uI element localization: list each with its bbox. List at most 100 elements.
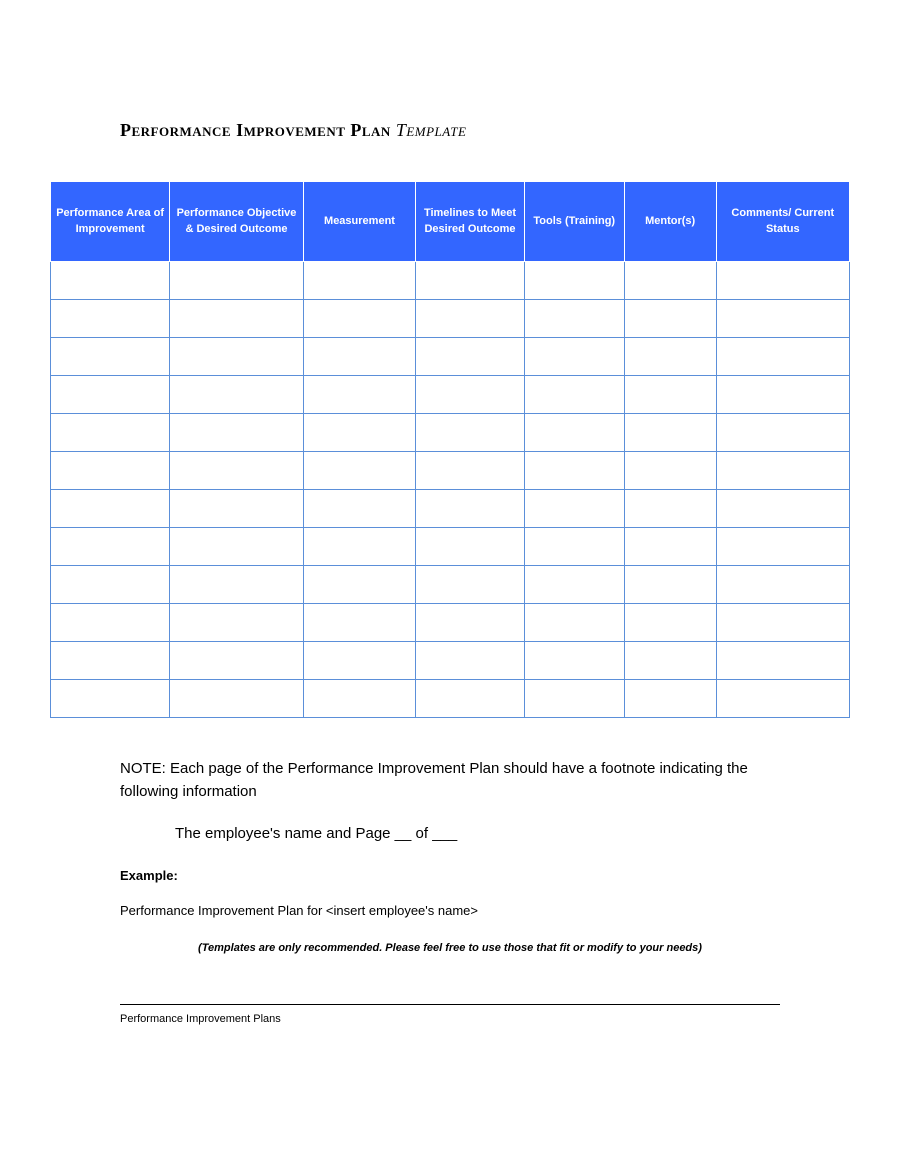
table-cell: [51, 642, 170, 680]
table-cell: [716, 490, 849, 528]
table-row: [51, 338, 850, 376]
table-row: [51, 642, 850, 680]
table-row: [51, 262, 850, 300]
table-cell: [716, 604, 849, 642]
table-cell: [51, 680, 170, 718]
table-cell: [524, 300, 624, 338]
column-header: Tools (Training): [524, 182, 624, 262]
table-cell: [716, 376, 849, 414]
table-cell: [170, 680, 303, 718]
table-cell: [716, 300, 849, 338]
table-cell: [51, 376, 170, 414]
table-body: [51, 262, 850, 718]
table-cell: [416, 528, 524, 566]
table-cell: [624, 490, 716, 528]
column-header: Comments/ Current Status: [716, 182, 849, 262]
column-header: Timelines to Meet Desired Outcome: [416, 182, 524, 262]
table-cell: [170, 338, 303, 376]
table-cell: [624, 452, 716, 490]
table-cell: [524, 414, 624, 452]
title-bold: Performance Improvement Plan: [120, 120, 391, 140]
table-cell: [624, 604, 716, 642]
table-cell: [303, 452, 416, 490]
page-title: Performance Improvement Plan Template: [120, 120, 850, 141]
table-cell: [303, 566, 416, 604]
table-cell: [303, 490, 416, 528]
table-row: [51, 566, 850, 604]
table-cell: [624, 414, 716, 452]
table-cell: [170, 528, 303, 566]
table-cell: [51, 452, 170, 490]
table-cell: [524, 642, 624, 680]
table-cell: [624, 338, 716, 376]
column-header: Performance Area of Improvement: [51, 182, 170, 262]
table-row: [51, 414, 850, 452]
table-cell: [416, 338, 524, 376]
header-row: Performance Area of Improvement Performa…: [51, 182, 850, 262]
pip-table: Performance Area of Improvement Performa…: [50, 181, 850, 718]
table-cell: [524, 452, 624, 490]
table-cell: [716, 566, 849, 604]
table-cell: [303, 338, 416, 376]
table-cell: [170, 262, 303, 300]
table-cell: [170, 300, 303, 338]
table-cell: [416, 414, 524, 452]
table-cell: [51, 262, 170, 300]
table-cell: [524, 376, 624, 414]
table-cell: [416, 262, 524, 300]
table-cell: [416, 376, 524, 414]
table-row: [51, 604, 850, 642]
page-info-text: The employee's name and Page __ of ___: [175, 825, 780, 842]
table-cell: [303, 300, 416, 338]
table-cell: [303, 604, 416, 642]
table-cell: [524, 490, 624, 528]
table-cell: [524, 338, 624, 376]
document-page: Performance Improvement Plan Template Pe…: [0, 0, 900, 1065]
table-cell: [51, 528, 170, 566]
table-row: [51, 300, 850, 338]
table-cell: [51, 604, 170, 642]
note-text: NOTE: Each page of the Performance Impro…: [120, 758, 780, 803]
table-cell: [51, 566, 170, 604]
table-cell: [303, 414, 416, 452]
table-cell: [303, 642, 416, 680]
table-cell: [51, 338, 170, 376]
table-cell: [51, 490, 170, 528]
table-cell: [716, 680, 849, 718]
table-cell: [416, 566, 524, 604]
table-cell: [170, 566, 303, 604]
table-cell: [170, 642, 303, 680]
table-header: Performance Area of Improvement Performa…: [51, 182, 850, 262]
table-cell: [524, 262, 624, 300]
table-row: [51, 680, 850, 718]
footer-text: Performance Improvement Plans: [120, 1013, 780, 1025]
column-header: Mentor(s): [624, 182, 716, 262]
title-italic: Template: [396, 120, 467, 140]
table-cell: [624, 528, 716, 566]
table-cell: [416, 452, 524, 490]
table-cell: [170, 376, 303, 414]
example-label: Example:: [120, 868, 780, 883]
table-cell: [303, 680, 416, 718]
table-cell: [51, 414, 170, 452]
table-row: [51, 528, 850, 566]
table-cell: [416, 604, 524, 642]
table-row: [51, 376, 850, 414]
table-cell: [624, 566, 716, 604]
table-row: [51, 452, 850, 490]
table-cell: [416, 490, 524, 528]
table-cell: [170, 604, 303, 642]
example-text: Performance Improvement Plan for <insert…: [120, 903, 780, 918]
table-cell: [624, 376, 716, 414]
table-cell: [170, 490, 303, 528]
table-cell: [624, 300, 716, 338]
table-cell: [716, 452, 849, 490]
table-cell: [170, 452, 303, 490]
footer-divider: [120, 1004, 780, 1005]
table-cell: [624, 642, 716, 680]
table-cell: [716, 414, 849, 452]
table-cell: [624, 680, 716, 718]
table-cell: [716, 262, 849, 300]
table-cell: [303, 528, 416, 566]
table-cell: [716, 338, 849, 376]
